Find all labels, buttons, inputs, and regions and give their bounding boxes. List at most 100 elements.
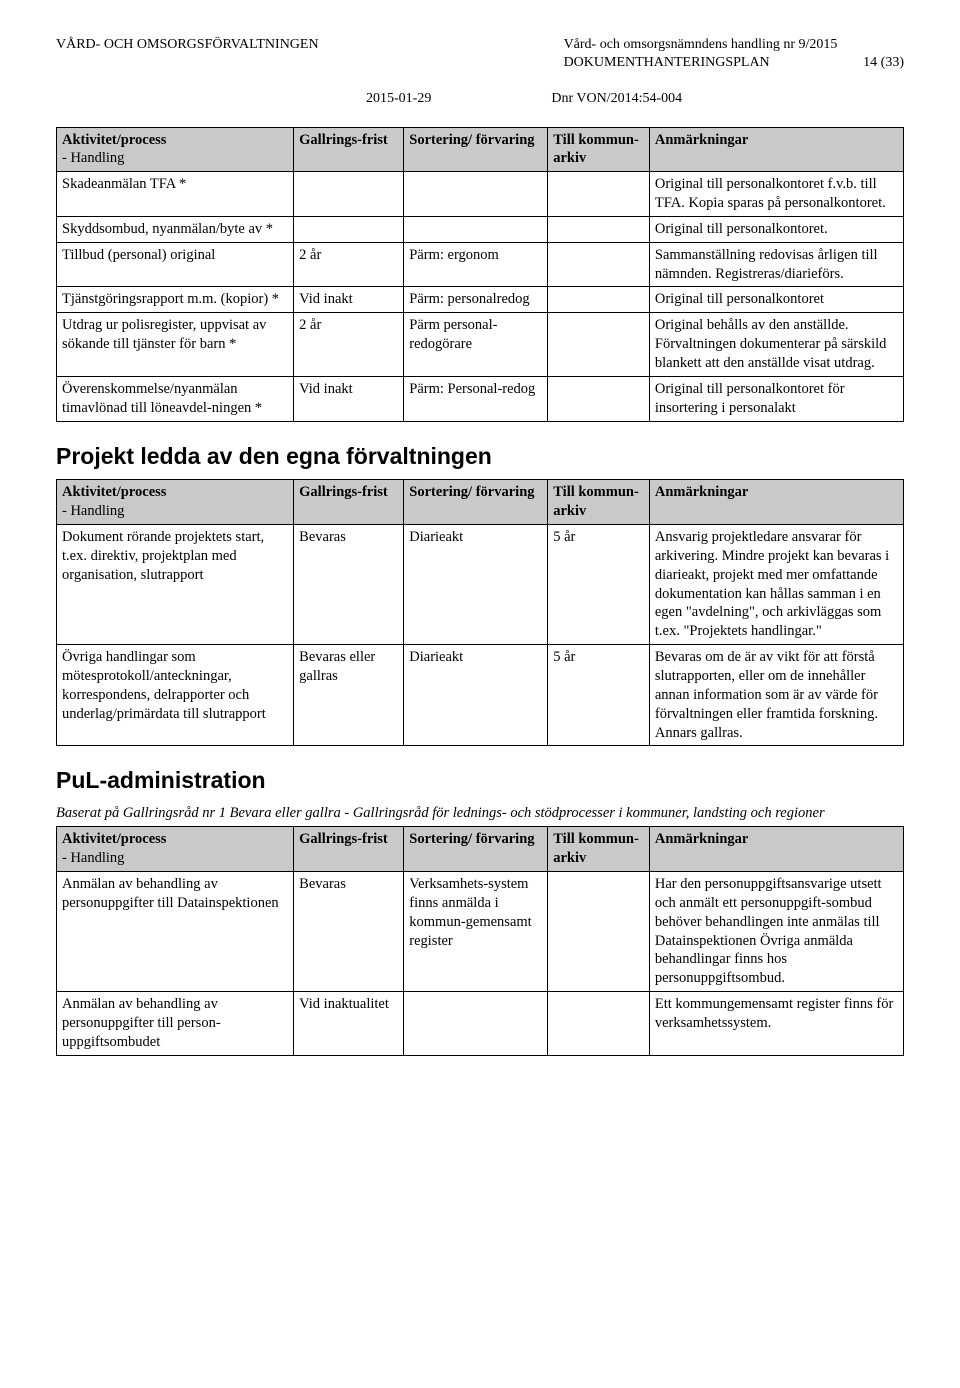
cell-c5: Original till personalkontoret. (649, 216, 903, 242)
col-sortering: Sortering/ förvaring (404, 827, 548, 872)
cell-c1: Skadeanmälan TFA * (57, 172, 294, 217)
table-1-body: Skadeanmälan TFA * Original till personal… (57, 172, 904, 421)
plan-label: DOKUMENTHANTERINGSPLAN (564, 55, 770, 70)
cell-c4 (548, 992, 650, 1056)
table-header-row: Aktivitet/process - Handling Gallrings-f… (57, 127, 904, 172)
table-header-row: Aktivitet/process - Handling Gallrings-f… (57, 480, 904, 525)
cell-c5: Original till personalkontoret f.v.b. ti… (649, 172, 903, 217)
cell-c4 (548, 242, 650, 287)
cell-c2: Bevaras (294, 872, 404, 992)
cell-c1: Anmälan av behandling av personuppgifter… (57, 872, 294, 992)
cell-c2 (294, 216, 404, 242)
cell-c1: Skyddsombud, nyanmälan/byte av * (57, 216, 294, 242)
table-row: Tillbud (personal) original2 årPärm: erg… (57, 242, 904, 287)
cell-c2: Vid inakt (294, 376, 404, 421)
date-row: 2015-01-29 Dnr VON/2014:54-004 (56, 90, 904, 108)
table-header-row: Aktivitet/process - Handling Gallrings-f… (57, 827, 904, 872)
col-gallrings: Gallrings-frist (294, 827, 404, 872)
table-row: Anmälan av behandling av personuppgifter… (57, 872, 904, 992)
cell-c1: Övriga handlingar som mötesprotokoll/ant… (57, 645, 294, 746)
cell-c3: Pärm: personalredog (404, 287, 548, 313)
cell-c5: Bevaras om de är av vikt för att förstå … (649, 645, 903, 746)
cell-c2: 2 år (294, 313, 404, 377)
table-1: Aktivitet/process - Handling Gallrings-f… (56, 127, 904, 422)
col-aktivitet-sub: - Handling (62, 502, 288, 521)
col-aktivitet-main: Aktivitet/process (62, 132, 166, 148)
plan-line: DOKUMENTHANTERINGSPLAN 14 (33) (564, 54, 904, 72)
table-row: Övriga handlingar som mötesprotokoll/ant… (57, 645, 904, 746)
cell-c5: Original behålls av den anställde. Förva… (649, 313, 903, 377)
cell-c5: Ett kommungemensamt register finns för v… (649, 992, 903, 1056)
cell-c3 (404, 992, 548, 1056)
cell-c4: 5 år (548, 645, 650, 746)
cell-c3 (404, 216, 548, 242)
cell-c5: Original till personalkontoret (649, 287, 903, 313)
cell-c3: Diarieakt (404, 525, 548, 645)
table-3-body: Anmälan av behandling av personuppgifter… (57, 872, 904, 1056)
cell-c3: Pärm personal-redogörare (404, 313, 548, 377)
col-till: Till kommun-arkiv (548, 827, 650, 872)
cell-c4 (548, 376, 650, 421)
table-row: Skadeanmälan TFA * Original till personal… (57, 172, 904, 217)
cell-c1: Dokument rörande projektets start, t.ex.… (57, 525, 294, 645)
cell-c4: 5 år (548, 525, 650, 645)
col-aktivitet: Aktivitet/process - Handling (57, 480, 294, 525)
col-sortering: Sortering/ förvaring (404, 127, 548, 172)
doc-meta: Vård- och omsorgsnämndens handling nr 9/… (564, 36, 904, 72)
col-aktivitet-sub: - Handling (62, 149, 288, 168)
col-aktivitet: Aktivitet/process - Handling (57, 827, 294, 872)
col-aktivitet-main: Aktivitet/process (62, 484, 166, 500)
col-till: Till kommun-arkiv (548, 480, 650, 525)
table-row: Överenskommelse/nyanmälan timavlönad til… (57, 376, 904, 421)
col-anmarkningar: Anmärkningar (649, 827, 903, 872)
table-2: Aktivitet/process - Handling Gallrings-f… (56, 479, 904, 746)
cell-c1: Anmälan av behandling av personuppgifter… (57, 992, 294, 1056)
col-anmarkningar: Anmärkningar (649, 480, 903, 525)
page-number: 14 (33) (863, 55, 904, 70)
col-till: Till kommun-arkiv (548, 127, 650, 172)
cell-c5: Original till personalkontoret för insor… (649, 376, 903, 421)
cell-c5: Sammanställning redovisas årligen till n… (649, 242, 903, 287)
col-aktivitet-sub: - Handling (62, 849, 288, 868)
col-anmarkningar: Anmärkningar (649, 127, 903, 172)
cell-c3: Verksamhets-system finns anmälda i kommu… (404, 872, 548, 992)
cell-c3: Pärm: Personal-redog (404, 376, 548, 421)
cell-c5: Ansvarig projektledare ansvarar för arki… (649, 525, 903, 645)
cell-c5: Har den personuppgiftsansvarige utsett o… (649, 872, 903, 992)
table-row: Utdrag ur polisregister, uppvisat av sök… (57, 313, 904, 377)
col-aktivitet: Aktivitet/process - Handling (57, 127, 294, 172)
section-3-title: PuL-administration (56, 766, 904, 796)
cell-c2: Bevaras eller gallras (294, 645, 404, 746)
doc-dnr: Dnr VON/2014:54-004 (551, 90, 682, 108)
cell-c1: Överenskommelse/nyanmälan timavlönad til… (57, 376, 294, 421)
cell-c4 (548, 287, 650, 313)
table-3: Aktivitet/process - Handling Gallrings-f… (56, 826, 904, 1055)
col-gallrings: Gallrings-frist (294, 127, 404, 172)
doc-date: 2015-01-29 (366, 90, 431, 108)
cell-c3 (404, 172, 548, 217)
page-header: VÅRD- OCH OMSORGSFÖRVALTNINGEN Vård- och… (56, 36, 904, 72)
cell-c2: Vid inakt (294, 287, 404, 313)
col-gallrings: Gallrings-frist (294, 480, 404, 525)
cell-c2: 2 år (294, 242, 404, 287)
cell-c4 (548, 216, 650, 242)
cell-c1: Tillbud (personal) original (57, 242, 294, 287)
cell-c2: Vid inaktualitet (294, 992, 404, 1056)
org-name: VÅRD- OCH OMSORGSFÖRVALTNINGEN (56, 36, 319, 72)
section-2-title: Projekt ledda av den egna förvaltningen (56, 442, 904, 472)
col-sortering: Sortering/ förvaring (404, 480, 548, 525)
col-aktivitet-main: Aktivitet/process (62, 831, 166, 847)
table-row: Anmälan av behandling av personuppgifter… (57, 992, 904, 1056)
cell-c3: Diarieakt (404, 645, 548, 746)
cell-c1: Tjänstgöringsrapport m.m. (kopior) * (57, 287, 294, 313)
cell-c4 (548, 313, 650, 377)
handling-line: Vård- och omsorgsnämndens handling nr 9/… (564, 36, 904, 54)
table-row: Dokument rörande projektets start, t.ex.… (57, 525, 904, 645)
table-row: Skyddsombud, nyanmälan/byte av * Original… (57, 216, 904, 242)
table-2-body: Dokument rörande projektets start, t.ex.… (57, 525, 904, 746)
cell-c4 (548, 172, 650, 217)
section-3-intro: Baserat på Gallringsråd nr 1 Bevara elle… (56, 804, 904, 822)
cell-c2 (294, 172, 404, 217)
cell-c4 (548, 872, 650, 992)
cell-c1: Utdrag ur polisregister, uppvisat av sök… (57, 313, 294, 377)
